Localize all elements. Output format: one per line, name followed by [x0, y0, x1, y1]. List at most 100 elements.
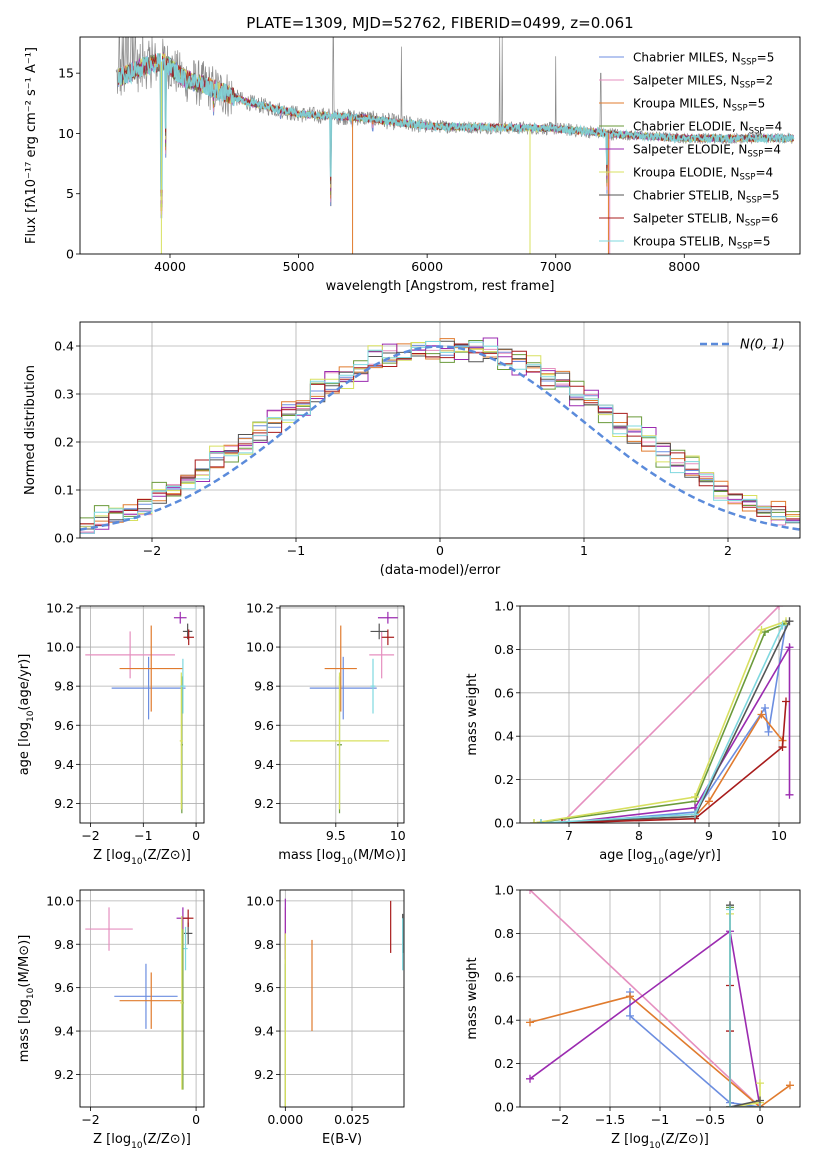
- y-tick-label: 9.8: [254, 937, 274, 952]
- weight-line: [561, 644, 791, 823]
- legend-label-kroupa-miles: Kroupa MILES, NSSP=5: [633, 97, 765, 114]
- panel-weight_vs_Z: −2 −1.5 −1 −0.5 0 0.0 0.2 0.4 0.6 0.8 1.0 Z [log10(…: [465, 883, 801, 1151]
- model-spectrum-kroupa-stelib: [117, 53, 795, 190]
- axes-frame: [279, 605, 405, 824]
- weight-marker: [785, 790, 794, 799]
- x-tick-label: 0: [436, 543, 444, 558]
- errorbar-salpeter-elodie: [173, 611, 187, 624]
- x-axis-label: wavelength [Angstrom, rest frame]: [326, 279, 555, 294]
- legend-text: Kroupa STELIB, N: [633, 235, 737, 249]
- legend-text: =5: [748, 97, 766, 111]
- errorbar-salpeter-miles: [85, 631, 175, 679]
- x-tick-label: 0.000: [267, 1112, 303, 1127]
- legend-label-salpeter-elodie: Salpeter ELODIE, NSSP=4: [633, 143, 781, 160]
- label-part: mass [: [278, 848, 321, 863]
- errorbar-kroupa-elodie: [289, 672, 390, 810]
- y-tick-label: 9.8: [54, 937, 74, 952]
- label-part: (age/yr)]: [664, 848, 721, 863]
- weight-series-kroupa-miles: [526, 992, 794, 1107]
- weight-marker: [626, 992, 634, 1001]
- legend-text: Kroupa ELODIE, N: [633, 166, 740, 180]
- y-tick-label: 9.4: [54, 1024, 74, 1039]
- y-tick-label: 9.4: [254, 757, 274, 772]
- weight-line: [561, 606, 780, 823]
- weight-series-kroupa-stelib: [726, 905, 764, 1107]
- weight-marker: [786, 1081, 794, 1090]
- x-tick-label: 7: [565, 828, 573, 843]
- weight-marker: [785, 643, 794, 652]
- y-axis-label: Flux [fλ10⁻¹⁷ erg cm⁻² s⁻¹ A⁻¹]: [24, 47, 39, 244]
- errorbar-salpeter-miles: [369, 631, 395, 679]
- errorbar-salpeter-stelib: [182, 909, 194, 927]
- legend-subscript: SSP: [745, 219, 761, 229]
- y-tick-label: 9.2: [254, 796, 274, 811]
- axes-frame: [79, 36, 801, 255]
- x-tick-label: 1: [580, 543, 588, 558]
- y-tick-label: 10.2: [246, 600, 274, 615]
- label-part: (Z/Z⊙)]: [143, 848, 191, 863]
- weight-marker: [761, 703, 769, 712]
- label-part: log: [17, 999, 32, 1019]
- x-tick-label: −1: [651, 1112, 669, 1127]
- y-tick-label: 0.3: [54, 387, 74, 402]
- y-tick-label: 0.8: [494, 642, 514, 657]
- legend-subscript: SSP: [749, 127, 765, 137]
- legend-subscript: SSP: [741, 58, 757, 68]
- y-axis-label: mass weight: [465, 673, 480, 755]
- x-tick-label: 10: [771, 828, 787, 843]
- label-subscript: 10: [649, 1141, 661, 1151]
- label-part: Z [: [611, 1132, 629, 1147]
- x-tick-label: 2: [724, 543, 732, 558]
- label-part: mass [: [17, 1019, 32, 1062]
- normal-curve: [80, 345, 800, 531]
- plot-area: [80, 890, 204, 1107]
- y-tick-label: 9.6: [54, 718, 74, 733]
- y-tick-label: 9.2: [54, 796, 74, 811]
- y-axis-label: mass [log10(M/M⊙)]: [17, 935, 36, 1063]
- y-tick-label: 0: [66, 247, 74, 262]
- label-part: E(B-V): [322, 1132, 362, 1147]
- legend: N(0, 1): [700, 338, 785, 353]
- label-subscript: 10: [26, 710, 36, 722]
- legend-text: Chabrier STELIB, N: [633, 189, 746, 203]
- weight-marker: [526, 1074, 534, 1083]
- y-tick-label: 0.4: [494, 729, 514, 744]
- plot-area: [520, 890, 800, 1107]
- x-tick-label: 5000: [283, 259, 315, 274]
- weight-line: [561, 701, 787, 823]
- errorbar-kroupa-miles: [119, 972, 183, 1029]
- x-axis-label: Z [log10(Z/Z⊙)]: [611, 1132, 709, 1151]
- legend-text: Chabrier MILES, N: [633, 51, 741, 65]
- label-part: Z [: [93, 848, 111, 863]
- y-tick-label: 10.0: [246, 893, 274, 908]
- x-tick-label: 0: [756, 1112, 764, 1127]
- legend-text: Kroupa MILES, N: [633, 97, 732, 111]
- weight-marker: [785, 617, 794, 626]
- y-tick-label: 9.4: [54, 757, 74, 772]
- y-tick-label: 9.2: [54, 1067, 74, 1082]
- x-axis-label: (data-model)/error: [380, 563, 501, 578]
- weight-marker: [764, 727, 773, 736]
- weight-marker: [756, 1079, 764, 1088]
- legend-label-chabrier-miles: Chabrier MILES, NSSP=5: [633, 51, 774, 68]
- errorbar-kroupa-elodie: [180, 916, 184, 1090]
- label-subscript: 10: [652, 857, 664, 867]
- panel-age_vs_Z: −2 −1 09.29.49.69.810.010.2Z [log10(Z/Z⊙)]…: [17, 600, 205, 867]
- label-part: log: [629, 1132, 649, 1147]
- weight-marker: [530, 819, 538, 823]
- label-part: wavelength [Angstrom, rest frame]: [326, 279, 555, 294]
- y-axis-label: age [log10(age/yr)]: [17, 654, 36, 776]
- y-tick-label: 9.6: [254, 718, 274, 733]
- y-tick-label: 0.8: [494, 926, 514, 941]
- weight-series-kroupa-stelib: [537, 621, 787, 823]
- weight-line: [533, 622, 787, 823]
- label-part: (age/yr)]: [17, 654, 32, 711]
- label-subscript: 10: [341, 857, 353, 867]
- label-subscript: 10: [26, 987, 36, 999]
- x-tick-label: 6000: [411, 259, 443, 274]
- y-tick-label: 9.8: [54, 679, 74, 694]
- y-tick-label: 1.0: [494, 883, 514, 898]
- x-tick-label: 8: [635, 828, 643, 843]
